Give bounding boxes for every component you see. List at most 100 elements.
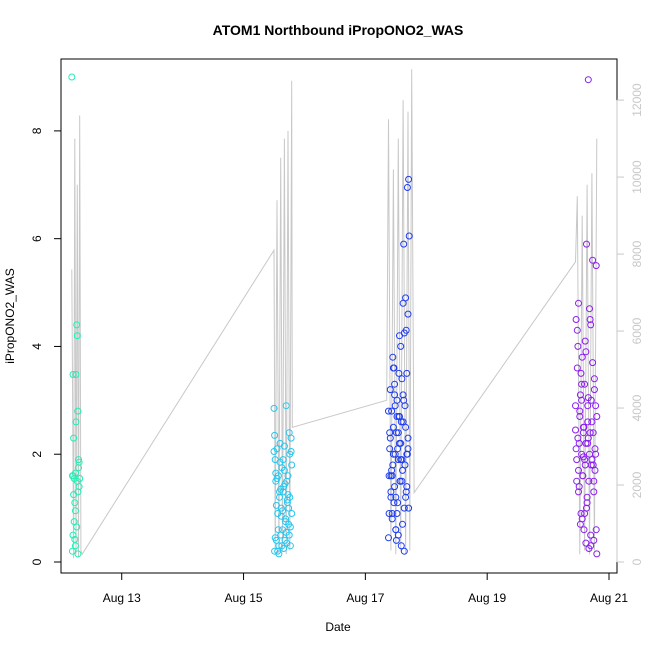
data-point bbox=[583, 240, 590, 248]
data-point bbox=[395, 369, 403, 377]
y-tick-label: 8 bbox=[30, 127, 44, 134]
data-point bbox=[590, 477, 598, 485]
data-point bbox=[286, 523, 294, 531]
data-point bbox=[403, 483, 411, 491]
data-point bbox=[76, 475, 84, 482]
data-point bbox=[573, 326, 581, 334]
data-point bbox=[400, 504, 408, 512]
data-point bbox=[288, 461, 296, 469]
data-point bbox=[388, 472, 396, 480]
data-point bbox=[391, 402, 399, 410]
data-point bbox=[391, 391, 399, 399]
data-point bbox=[583, 493, 591, 501]
x-tick-label: Aug 19 bbox=[468, 591, 506, 605]
data-point bbox=[277, 512, 285, 520]
data-point bbox=[404, 434, 412, 442]
data-point bbox=[282, 518, 290, 526]
data-point bbox=[585, 545, 593, 552]
data-point bbox=[281, 536, 289, 544]
data-point bbox=[396, 413, 403, 420]
data-point bbox=[573, 456, 581, 464]
data-point bbox=[276, 488, 283, 496]
data-point bbox=[272, 469, 280, 477]
data-point bbox=[280, 442, 288, 450]
y2-tick-label: 12000 bbox=[630, 83, 644, 117]
data-point bbox=[578, 380, 586, 388]
data-point bbox=[74, 488, 82, 496]
altitude-line bbox=[71, 69, 598, 559]
data-point bbox=[400, 396, 408, 404]
data-point bbox=[587, 461, 595, 469]
x-axis: Aug 13 Aug 15 Aug 17 Aug 19 Aug 21 bbox=[103, 572, 628, 605]
y-tick-label: 4 bbox=[30, 343, 44, 350]
data-point bbox=[285, 504, 293, 512]
data-point bbox=[584, 394, 592, 402]
data-point bbox=[399, 299, 407, 307]
data-point bbox=[392, 526, 400, 534]
data-point bbox=[391, 483, 399, 491]
data-point bbox=[392, 429, 400, 437]
data-point bbox=[389, 423, 397, 431]
data-point bbox=[592, 526, 600, 534]
y2-tick-label: 8000 bbox=[630, 240, 644, 267]
data-point bbox=[387, 488, 395, 496]
data-point bbox=[576, 407, 584, 415]
data-point bbox=[270, 404, 278, 412]
x-tick-label: Aug 13 bbox=[103, 591, 141, 605]
data-point bbox=[592, 402, 600, 410]
data-point bbox=[572, 316, 580, 323]
data-point bbox=[70, 434, 78, 442]
data-point bbox=[579, 453, 587, 461]
data-point bbox=[584, 402, 592, 410]
data-point bbox=[402, 423, 410, 431]
data-point bbox=[590, 488, 598, 496]
data-point bbox=[283, 496, 291, 504]
data-point bbox=[388, 466, 396, 474]
x-tick-label: Aug 15 bbox=[225, 591, 263, 605]
data-point bbox=[402, 488, 410, 496]
data-point bbox=[584, 439, 592, 447]
data-point bbox=[386, 445, 394, 453]
data-point bbox=[386, 386, 394, 394]
data-point bbox=[385, 510, 393, 517]
data-point bbox=[394, 456, 402, 464]
data-point bbox=[286, 542, 294, 550]
data-point bbox=[576, 413, 584, 420]
data-point bbox=[400, 329, 408, 337]
x-tick-label: Aug 17 bbox=[346, 591, 384, 605]
data-point bbox=[589, 256, 597, 264]
data-point bbox=[400, 547, 408, 555]
data-point bbox=[572, 445, 580, 453]
data-point bbox=[581, 380, 589, 388]
data-point bbox=[589, 461, 597, 469]
data-point bbox=[576, 520, 584, 528]
data-point bbox=[575, 488, 582, 496]
data-point bbox=[403, 369, 411, 377]
data-point bbox=[71, 542, 79, 550]
plot-frame bbox=[60, 58, 618, 574]
data-point bbox=[399, 520, 406, 528]
data-point bbox=[71, 507, 79, 515]
data-point bbox=[73, 321, 81, 329]
data-point bbox=[271, 534, 279, 542]
data-point bbox=[75, 458, 83, 466]
data-point bbox=[581, 337, 589, 345]
series-4 bbox=[572, 76, 601, 558]
data-point bbox=[385, 534, 392, 542]
data-point bbox=[404, 310, 412, 318]
data-point bbox=[282, 402, 290, 410]
data-point bbox=[270, 448, 278, 455]
data-point bbox=[583, 499, 591, 507]
data-point bbox=[590, 536, 598, 544]
data-point bbox=[575, 466, 582, 474]
data-point bbox=[397, 342, 405, 350]
data-point bbox=[586, 305, 593, 313]
data-point bbox=[394, 445, 402, 453]
data-point bbox=[386, 429, 394, 437]
data-point bbox=[582, 539, 590, 547]
data-point bbox=[403, 184, 411, 191]
data-point bbox=[388, 515, 396, 523]
y2-tick-label: 0 bbox=[630, 558, 644, 565]
data-point bbox=[584, 418, 592, 426]
data-point bbox=[579, 429, 587, 437]
